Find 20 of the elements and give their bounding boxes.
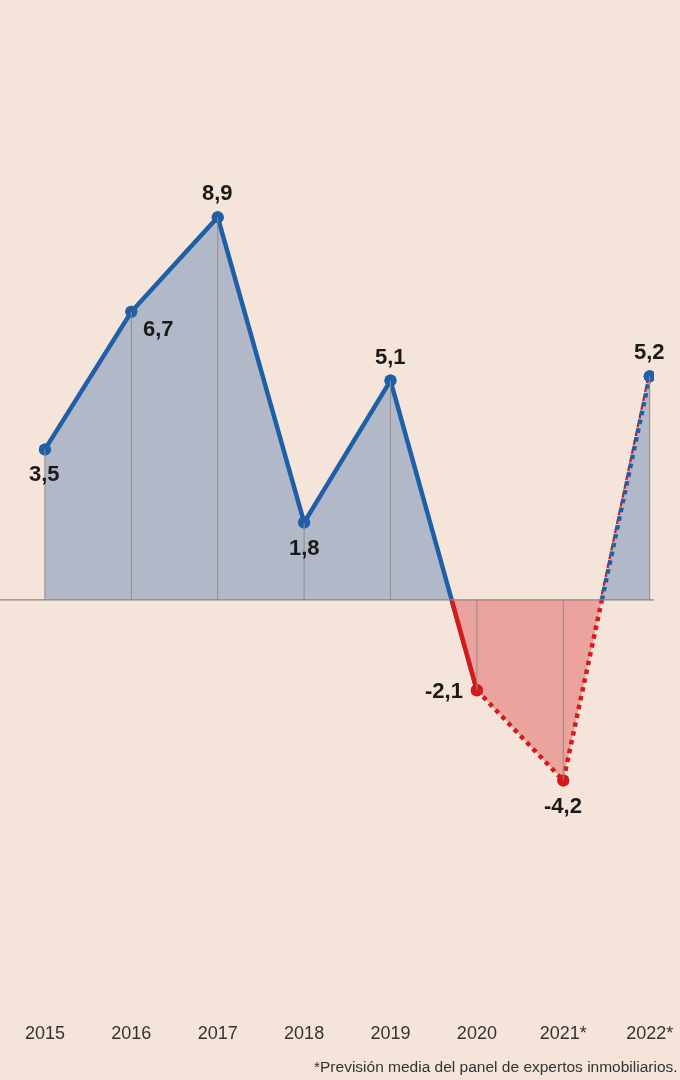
data-label: 1,8 <box>289 535 320 560</box>
data-label: 3,5 <box>29 461 60 486</box>
point <box>384 374 397 387</box>
data-label: 5,2 <box>634 339 665 364</box>
x-tick-label: 2016 <box>111 1023 152 1043</box>
point <box>557 774 570 787</box>
x-tick-label: 2021* <box>539 1023 587 1043</box>
x-tick-label: 2019 <box>370 1023 411 1043</box>
point <box>125 305 138 318</box>
x-tick-label: 2018 <box>284 1023 325 1043</box>
data-label: 5,1 <box>375 344 406 369</box>
x-tick-label: 2022* <box>626 1023 674 1043</box>
data-label: 8,9 <box>202 180 233 205</box>
data-label: 6,7 <box>143 316 174 341</box>
data-label: -2,1 <box>425 678 463 703</box>
x-tick-label: 2015 <box>24 1023 65 1043</box>
data-label: -4,2 <box>544 793 582 818</box>
x-tick-label: 2020 <box>456 1023 497 1043</box>
x-tick-label: 2017 <box>197 1023 238 1043</box>
text: *Previsión media del panel de expertos inmobiliarios. <box>314 1058 678 1075</box>
